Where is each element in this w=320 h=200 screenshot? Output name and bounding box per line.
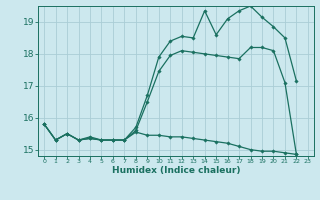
X-axis label: Humidex (Indice chaleur): Humidex (Indice chaleur) bbox=[112, 166, 240, 175]
